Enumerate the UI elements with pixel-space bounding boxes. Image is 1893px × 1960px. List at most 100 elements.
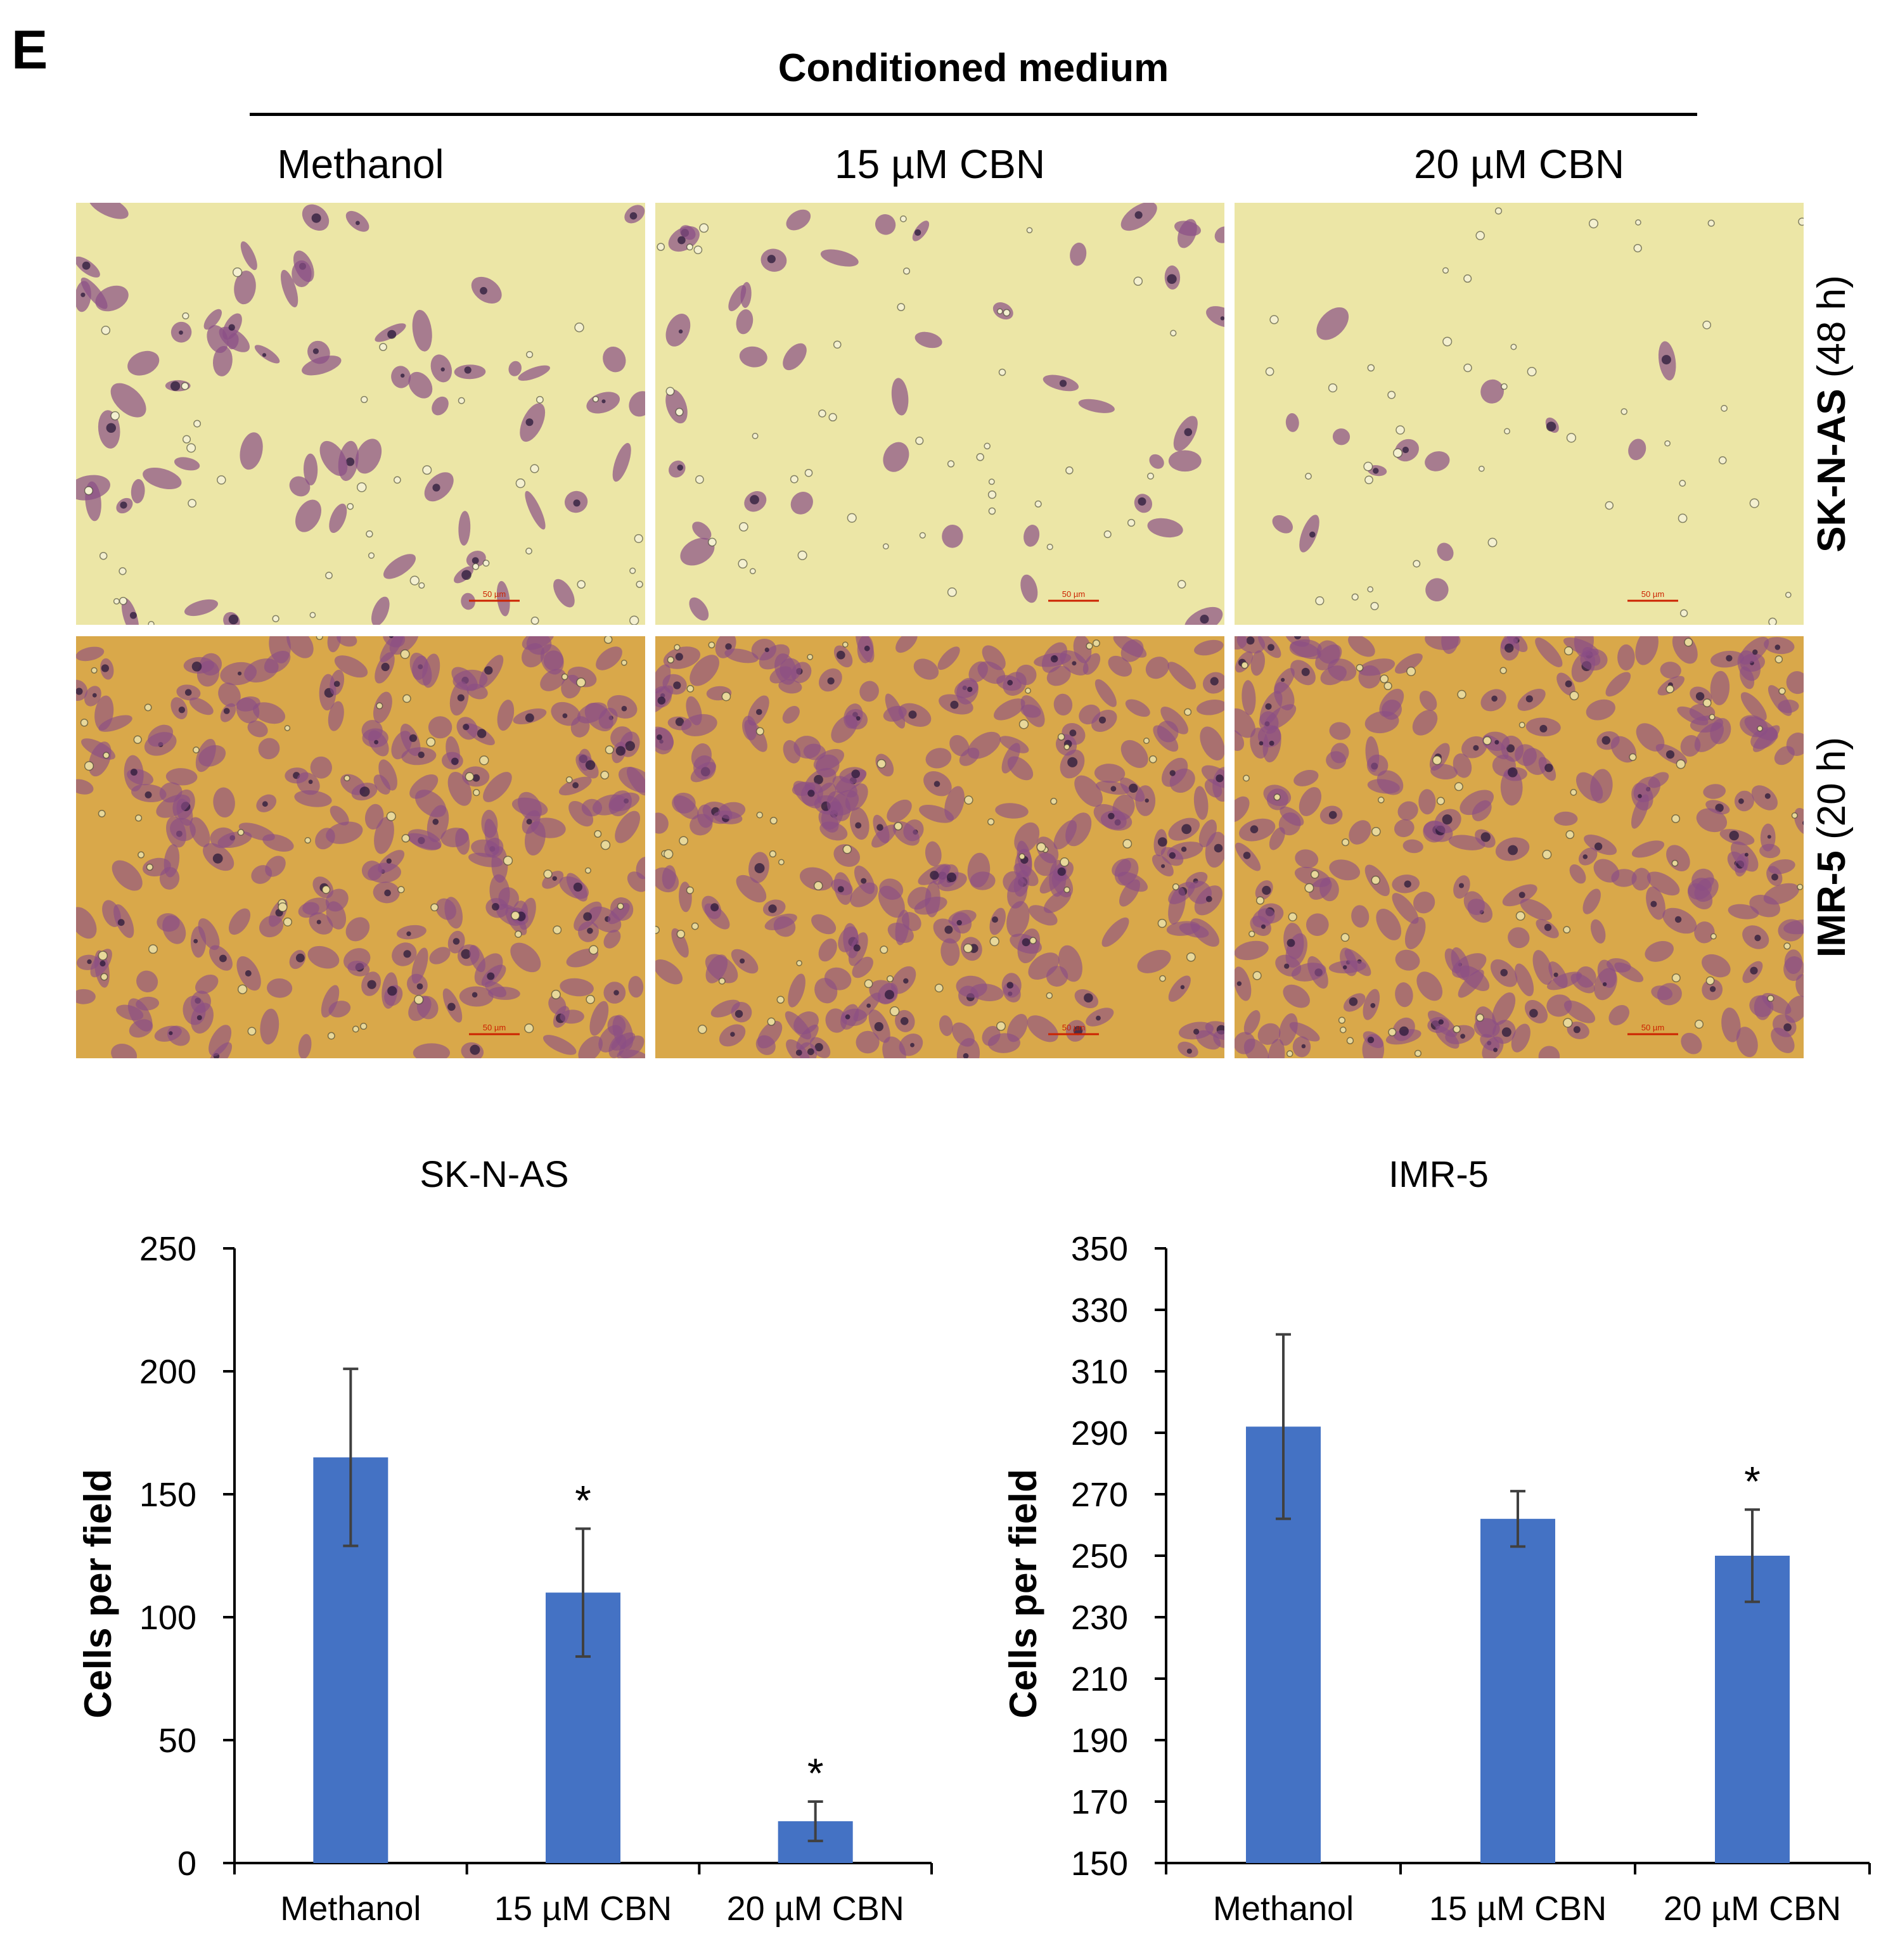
cell-nucleus	[170, 381, 181, 391]
cell-nucleus	[855, 822, 862, 829]
stained-cell	[1694, 921, 1715, 944]
cell-nucleus	[312, 348, 319, 354]
membrane-pore	[813, 881, 823, 891]
membrane-pore	[1103, 530, 1112, 539]
stained-cell	[1582, 888, 1601, 914]
stained-cell	[831, 715, 857, 743]
stained-cell	[112, 860, 143, 891]
stained-cell	[530, 817, 566, 838]
stained-cell	[982, 1025, 1001, 1046]
cell-nucleus	[526, 819, 532, 825]
membrane-pore	[1341, 838, 1350, 847]
cell-nucleus	[856, 716, 861, 721]
cell-nucleus	[572, 782, 579, 789]
cell-nucleus	[1460, 1034, 1465, 1039]
stained-cell	[690, 655, 719, 686]
stained-cell	[212, 345, 233, 376]
stained-cell	[289, 476, 311, 497]
stained-cell	[1520, 899, 1552, 921]
stained-cell	[1425, 451, 1450, 471]
stained-cell	[326, 821, 363, 844]
membrane-pore	[352, 1025, 359, 1033]
membrane-pore	[1288, 912, 1297, 921]
bar	[1480, 1518, 1555, 1863]
y-tick-label: 150	[1071, 1845, 1128, 1883]
cell-nucleus	[76, 688, 83, 695]
cell-nucleus	[440, 367, 445, 372]
stained-cell	[1435, 1025, 1460, 1049]
membrane-pore	[400, 649, 410, 659]
stained-cell	[607, 902, 630, 925]
stained-cell	[578, 1035, 603, 1058]
stained-cell	[240, 241, 257, 271]
membrane-pore	[138, 851, 145, 859]
stained-cell	[1768, 685, 1792, 716]
membrane-pore	[430, 903, 439, 912]
stained-cell	[942, 525, 963, 548]
membrane-pore	[409, 575, 420, 586]
stained-cell	[1101, 917, 1129, 947]
cell-nucleus	[866, 1003, 871, 1008]
membrane-pore	[987, 818, 995, 826]
chart-title-imr: IMR-5	[1389, 1154, 1489, 1195]
stained-cell	[518, 365, 550, 381]
membrane-pore	[947, 460, 955, 468]
stained-cell	[1193, 786, 1209, 820]
stained-cell	[236, 697, 260, 724]
membrane-pore	[304, 836, 311, 844]
cell-nucleus	[196, 1015, 202, 1020]
cell-nucleus	[387, 330, 397, 339]
cell-nucleus	[795, 1049, 802, 1056]
stained-cell	[238, 823, 275, 841]
stained-cell	[483, 772, 512, 802]
stained-cell	[321, 985, 340, 1018]
stained-cell	[1315, 644, 1342, 670]
membrane-pore	[1501, 383, 1508, 390]
stained-cell	[542, 1035, 577, 1055]
cell-nucleus	[1373, 468, 1379, 474]
cell-nucleus	[461, 570, 472, 580]
stained-cell	[1174, 221, 1202, 236]
stained-cell	[110, 383, 146, 418]
membrane-pore	[894, 822, 902, 831]
stained-cell	[310, 756, 332, 779]
column-label-20um-cbn: 20 µM CBN	[1413, 141, 1625, 187]
membrane-pore	[1482, 736, 1492, 745]
stained-cell	[1734, 790, 1754, 812]
stained-cell	[774, 653, 797, 685]
cell-nucleus	[1181, 847, 1187, 852]
cell-nucleus	[101, 664, 109, 672]
cell-nucleus	[967, 686, 973, 693]
stained-cell	[949, 735, 970, 757]
stained-cell	[189, 697, 214, 715]
stained-cell	[209, 1025, 232, 1056]
membrane-pore	[325, 572, 333, 579]
significance-marker: *	[807, 1750, 824, 1797]
membrane-pore	[1063, 886, 1070, 894]
membrane-pore	[796, 960, 802, 966]
cell-nucleus	[1072, 661, 1077, 666]
cell-nucleus	[374, 740, 378, 745]
stained-cell	[778, 679, 802, 694]
membrane-pore	[1510, 343, 1517, 350]
micrograph-imr-methanol: 50 µm	[76, 636, 645, 1058]
membrane-pore	[247, 1027, 257, 1036]
stained-cell	[511, 797, 548, 817]
cell-nucleus	[388, 636, 394, 638]
membrane-pore	[767, 1017, 776, 1026]
membrane-pore	[1665, 684, 1674, 694]
stained-cell	[690, 814, 713, 836]
stained-cell	[412, 309, 432, 352]
stained-cell	[373, 691, 392, 724]
cell-nucleus	[1301, 1044, 1306, 1049]
cell-nucleus	[1518, 892, 1525, 899]
membrane-pore	[876, 759, 887, 769]
membrane-pore	[1721, 405, 1728, 412]
membrane-pore	[842, 845, 852, 854]
cell-nucleus	[1287, 938, 1295, 947]
cell-nucleus	[1539, 724, 1548, 733]
stained-cell	[618, 767, 645, 793]
stained-cell	[325, 888, 349, 912]
stained-cell	[1402, 839, 1423, 854]
stained-cell	[820, 249, 859, 267]
